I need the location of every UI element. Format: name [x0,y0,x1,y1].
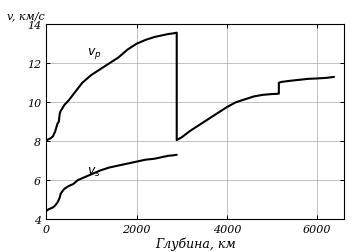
Text: $v_p$: $v_p$ [87,45,102,60]
Text: v, км/с: v, км/с [7,11,45,21]
X-axis label: Глубина, км: Глубина, км [155,237,236,250]
Text: $v_s$: $v_s$ [87,166,100,179]
